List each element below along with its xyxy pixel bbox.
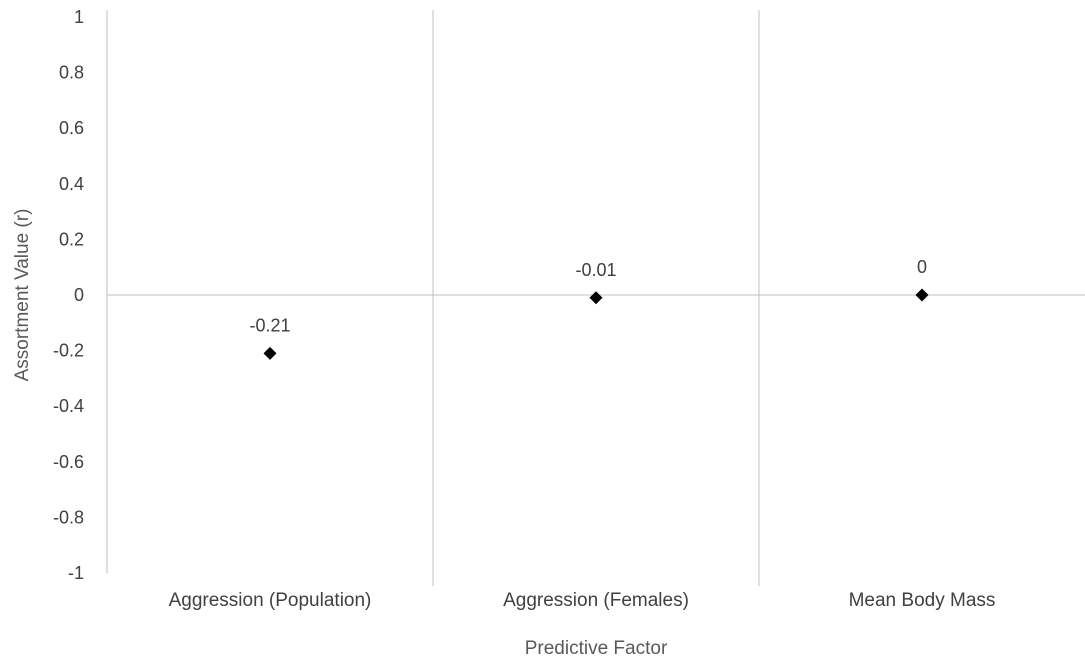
data-label: 0 <box>917 257 927 277</box>
y-tick-label: 0 <box>74 285 84 305</box>
y-tick-label: -0.8 <box>53 507 84 527</box>
data-point <box>915 288 929 302</box>
data-label: -0.01 <box>575 260 616 280</box>
y-axis-title: Assortment Value (r) <box>12 209 33 382</box>
data-points <box>263 288 929 360</box>
x-category-label: Aggression (Females) <box>503 590 689 611</box>
y-tick-label: -0.6 <box>53 452 84 472</box>
y-tick-label: 1 <box>74 7 84 27</box>
x-category-label: Mean Body Mass <box>849 590 996 611</box>
y-tick-label: -1 <box>68 563 84 583</box>
category-separators <box>432 10 760 586</box>
data-point <box>263 346 277 360</box>
y-axis-ticks: 1 0.8 0.6 0.4 0.2 0 -0.2 -0.4 -0.6 -0.8 -1 <box>53 7 84 583</box>
y-tick-label: -0.2 <box>53 341 84 361</box>
y-tick-label: 0.2 <box>59 229 84 249</box>
data-labels: -0.21 -0.01 0 <box>249 257 927 335</box>
x-category-label: Aggression (Population) <box>169 590 372 611</box>
x-axis-title: Predictive Factor <box>525 638 668 659</box>
y-tick-label: 0.6 <box>59 118 84 138</box>
data-point <box>589 291 603 305</box>
y-tick-label: 0.4 <box>59 174 84 194</box>
x-axis-categories: Aggression (Population) Aggression (Femal… <box>169 590 996 611</box>
y-tick-label: 0.8 <box>59 63 84 83</box>
data-label: -0.21 <box>249 315 290 335</box>
y-tick-label: -0.4 <box>53 396 84 416</box>
